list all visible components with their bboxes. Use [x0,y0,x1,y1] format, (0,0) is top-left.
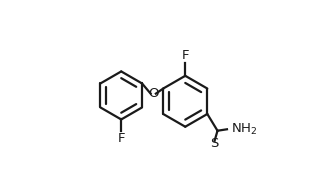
Text: NH$_2$: NH$_2$ [230,122,257,137]
Text: F: F [117,132,125,145]
Text: O: O [148,87,158,100]
Text: S: S [210,137,219,150]
Text: F: F [182,49,189,62]
